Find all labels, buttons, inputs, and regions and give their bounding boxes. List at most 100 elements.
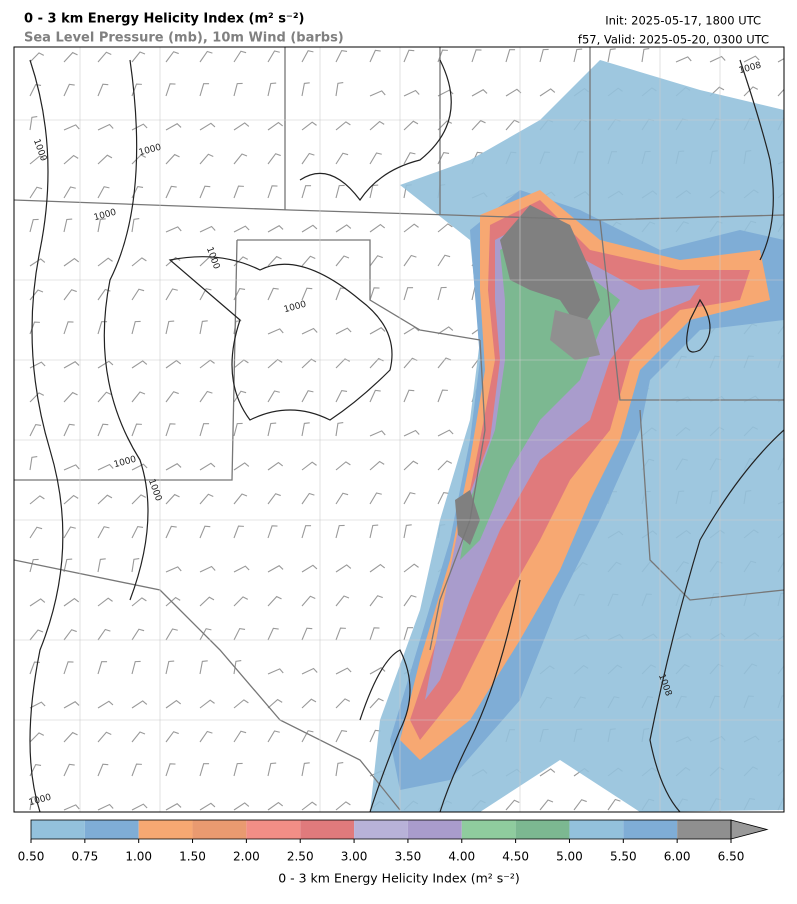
wind-barb	[131, 154, 147, 165]
wind-barb	[369, 524, 379, 539]
wind-barb	[63, 464, 80, 471]
isobars	[29, 59, 784, 812]
wind-barb	[199, 153, 214, 165]
wind-barb	[29, 186, 43, 199]
wind-barb	[437, 120, 453, 131]
wind-barb	[335, 389, 348, 403]
wind-barb	[505, 49, 516, 63]
wind-barb	[335, 82, 344, 97]
wind-barb	[471, 89, 488, 97]
wind-barb	[403, 120, 419, 131]
colorbar-tick-label: 0.75	[71, 850, 98, 864]
wind-barb	[573, 48, 583, 63]
wind-barb	[267, 525, 278, 539]
wind-barb	[437, 89, 454, 97]
wind-barb	[97, 123, 114, 131]
wind-barb	[165, 123, 182, 131]
wind-barb	[131, 597, 147, 607]
wind-barb	[335, 224, 352, 233]
wind-barb	[165, 51, 179, 63]
wind-barb	[267, 461, 284, 471]
wind-barb	[165, 525, 177, 539]
valid-time: f57, Valid: 2025-05-20, 0300 UTC	[578, 33, 769, 47]
wind-barb	[199, 730, 213, 743]
wind-barb	[29, 558, 39, 573]
wind-barb	[97, 700, 114, 709]
wind-barb	[63, 804, 80, 811]
wind-barb	[301, 358, 317, 369]
wind-barb	[165, 226, 182, 233]
colorbar-tick-label: 5.00	[556, 850, 583, 864]
wind-barb	[505, 88, 522, 97]
wind-barb	[63, 186, 76, 199]
wind-barb	[233, 422, 243, 437]
wind-barb	[165, 256, 181, 267]
wind-barb	[97, 803, 114, 811]
wind-barb	[97, 597, 113, 607]
wind-barb	[131, 51, 146, 63]
wind-barb	[777, 55, 784, 63]
wind-barb	[301, 627, 313, 641]
wind-barb	[233, 390, 247, 403]
wind-barb	[369, 152, 382, 165]
wind-barb	[369, 492, 382, 505]
wind-barb	[131, 423, 142, 437]
wind-barb	[29, 526, 43, 539]
wind-barb	[165, 463, 182, 471]
colorbar-tick-label: 0.50	[18, 850, 45, 864]
wind-barb	[369, 49, 381, 63]
wind-barb	[63, 257, 80, 267]
wind-barb	[199, 122, 216, 131]
wind-barb	[63, 661, 74, 675]
wind-barb	[301, 698, 317, 709]
wind-barb	[301, 121, 317, 131]
wind-barb	[403, 223, 419, 233]
wind-barb	[97, 494, 113, 505]
wind-barb	[267, 668, 284, 675]
wind-barb	[403, 524, 412, 539]
wind-barb	[437, 389, 448, 403]
subtitle: Sea Level Pressure (mb), 10m Wind (barbs…	[24, 31, 344, 46]
colorbar-segment	[407, 820, 462, 839]
wind-barb	[165, 320, 175, 335]
wind-barb	[233, 762, 243, 777]
wind-barb	[369, 90, 386, 97]
wind-barb	[233, 462, 250, 471]
wind-barb	[63, 731, 78, 743]
wind-barb	[369, 430, 386, 437]
wind-barb	[199, 423, 210, 437]
wind-barb	[199, 83, 210, 97]
wind-barb	[301, 667, 318, 675]
colorbar-segment	[300, 820, 355, 839]
wind-barb	[267, 801, 284, 811]
colorbar-segment	[192, 820, 247, 839]
wind-barb	[267, 762, 277, 777]
wind-barb	[63, 558, 73, 573]
wind-barb	[29, 629, 44, 641]
wind-barb	[301, 287, 313, 301]
wind-barb	[131, 257, 147, 267]
wind-barb	[165, 566, 182, 573]
wind-barb	[403, 627, 414, 641]
wind-barb	[97, 526, 110, 539]
wind-barb	[301, 730, 314, 743]
colorbar-tick-label: 1.50	[179, 850, 206, 864]
colorbar-outline	[30, 819, 732, 840]
wind-barb	[301, 224, 318, 233]
wind-barb	[29, 423, 42, 437]
wind-barb	[29, 392, 45, 403]
wind-barb	[437, 460, 453, 471]
wind-barb	[63, 218, 73, 233]
colorbar-segment	[461, 820, 516, 839]
wind-barb	[267, 225, 284, 233]
wind-barb	[165, 628, 178, 641]
colorbar-extension	[730, 819, 769, 840]
wind-barb	[403, 594, 417, 607]
wind-barb	[335, 255, 350, 267]
wind-barb	[301, 185, 312, 199]
wind-barb	[233, 565, 250, 573]
wind-barb	[539, 48, 549, 63]
wind-barb	[301, 422, 310, 437]
wind-barb	[131, 525, 144, 539]
wind-barb	[743, 86, 759, 97]
